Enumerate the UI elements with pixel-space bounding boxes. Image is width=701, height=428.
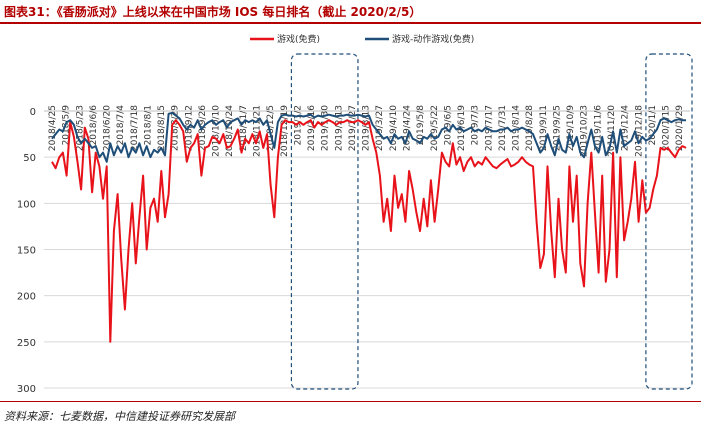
x-tick-label: 2019/2/13 (334, 105, 344, 151)
y-tick-label: 150 (17, 246, 36, 257)
highlight-box (645, 53, 693, 390)
x-tick-label: 2018/11/21 (253, 105, 263, 157)
x-tick-label: 2018/8/15 (157, 105, 167, 151)
x-tick-label: 2020/1/15 (662, 105, 672, 151)
x-tick-label: 2019/7/17 (484, 105, 494, 151)
x-tick-label: 2018/7/18 (130, 105, 140, 151)
y-tick-label: 100 (17, 199, 36, 210)
x-tick-label: 2019/6/5 (443, 105, 453, 145)
x-tick-label: 2019/10/23 (580, 105, 590, 157)
x-tick-label: 2019/8/28 (525, 105, 535, 151)
x-tick-label: 2019/9/11 (539, 105, 549, 151)
x-tick-label: 2019/7/3 (471, 105, 481, 145)
x-tick-label: 2018/8/1 (143, 105, 153, 145)
y-tick-label: 0 (30, 107, 36, 118)
y-tick-label: 300 (17, 384, 36, 395)
x-tick-label: 2019/11/20 (607, 105, 617, 157)
x-tick-label: 2018/10/24 (225, 105, 235, 157)
x-tick-label: 2018/5/9 (62, 105, 72, 146)
x-tick-label: 2019/11/6 (593, 105, 603, 151)
header-bar: 图表31：《香肠派对》上线以来在中国市场 IOS 每日排名（截止 2020/2/… (0, 0, 701, 24)
x-tick-label: 2019/9/25 (552, 105, 562, 151)
series-action-games-line (51, 111, 686, 163)
x-tick-label: 2020/1/29 (675, 105, 685, 151)
y-tick-label: 250 (17, 338, 36, 349)
x-tick-label: 2019/4/10 (389, 105, 399, 151)
x-tick-label: 2019/12/18 (634, 105, 644, 157)
x-tick-label: 2018/5/23 (75, 105, 85, 151)
x-tick-label: 2019/3/13 (362, 105, 372, 151)
x-tick-label: 2018/11/7 (239, 105, 249, 151)
x-tick-label: 2018/6/20 (103, 105, 113, 151)
x-tick-label: 2019/12/4 (621, 105, 631, 151)
x-tick-label: 2019/1/2 (293, 105, 303, 145)
series-free-games-line (51, 119, 687, 343)
x-tick-label: 2019/1/30 (321, 105, 331, 151)
x-tick-label: 2019/7/31 (498, 105, 508, 151)
source-note: 资料来源：七麦数据，中信建投证券研究发展部 (4, 410, 235, 423)
x-tick-label: 2019/10/9 (566, 105, 576, 151)
y-tick-label: 50 (23, 153, 36, 164)
x-tick-label: 2018/10/10 (212, 105, 222, 157)
legend-label: 游戏-动作游戏(免费) (392, 33, 474, 45)
legend-label: 游戏(免费) (277, 33, 320, 45)
x-tick-label: 2019/2/27 (348, 105, 358, 151)
highlight-box (290, 53, 359, 390)
x-tick-label: 2018/12/19 (280, 105, 290, 157)
x-tick-label: 2018/4/25 (48, 105, 58, 151)
x-tick-label: 2018/9/12 (184, 105, 194, 151)
x-tick-label: 2019/4/24 (402, 105, 412, 151)
x-tick-label: 2018/12/5 (266, 105, 276, 151)
chart-title: 图表31：《香肠派对》上线以来在中国市场 IOS 每日排名（截止 2020/2/… (4, 5, 422, 19)
x-tick-label: 2019/5/22 (430, 105, 440, 151)
footer-bar: 资料来源：七麦数据，中信建投证券研究发展部 (0, 401, 701, 428)
x-tick-label: 2019/1/16 (307, 105, 317, 151)
y-tick-label: 200 (17, 292, 36, 303)
x-tick-label: 2019/6/19 (457, 105, 467, 151)
x-tick-label: 2020/1/1 (648, 105, 658, 145)
x-tick-label: 2018/6/6 (89, 105, 99, 146)
x-tick-label: 2019/8/14 (512, 105, 522, 151)
x-tick-label: 2018/8/29 (171, 105, 181, 151)
x-tick-label: 2019/3/27 (375, 105, 385, 151)
x-tick-label: 2018/7/4 (116, 105, 126, 146)
x-tick-label: 2019/5/8 (416, 105, 426, 146)
